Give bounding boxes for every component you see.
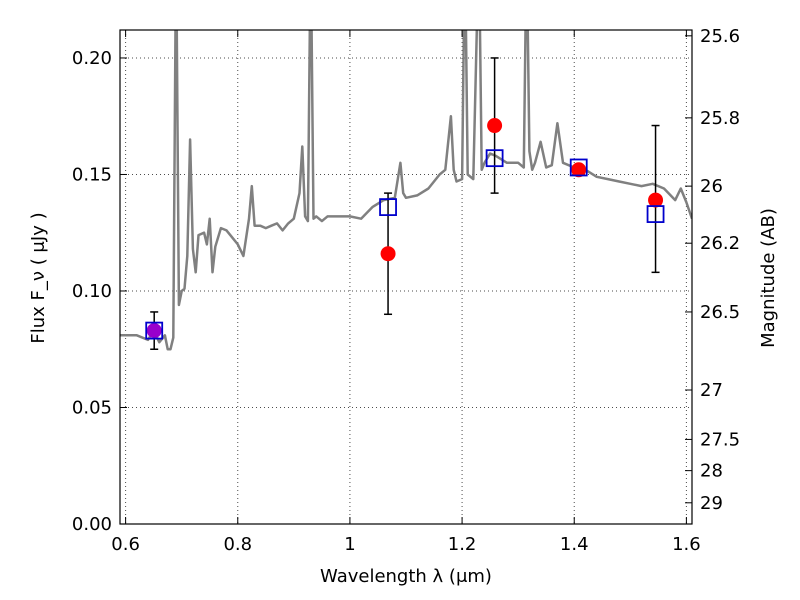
model-point <box>646 205 665 223</box>
plot-area <box>120 30 692 351</box>
x-tick-label: 1 <box>344 534 355 555</box>
magnitude-tick-label: 25.8 <box>700 108 740 129</box>
model-point <box>485 149 504 168</box>
magnitude-tick-label: 26 <box>700 176 723 197</box>
y-axis-right-label: Magnitude (AB) <box>758 208 779 348</box>
magnitude-tick-label: 26.2 <box>700 233 740 254</box>
axes <box>119 29 693 525</box>
model-point <box>569 158 588 177</box>
y-axis-label: Flux F_ν ( μJy ) <box>28 212 49 343</box>
observed-point <box>487 118 503 134</box>
model-point <box>379 198 397 216</box>
observed-point <box>380 246 396 262</box>
x-tick-label: 1.2 <box>448 534 477 555</box>
axes-frame <box>119 29 693 525</box>
y-tick-label: 0.20 <box>72 48 112 69</box>
magnitude-tick-label: 27 <box>700 380 723 401</box>
magnitude-tick-label: 25.6 <box>700 26 740 47</box>
x-tick-label: 1.6 <box>672 534 701 555</box>
observed-point <box>571 162 587 178</box>
observed-point <box>648 192 664 208</box>
magnitude-tick-label: 26.5 <box>700 302 740 323</box>
x-tick-label: 0.6 <box>111 534 140 555</box>
x-tick-label: 0.8 <box>223 534 252 555</box>
spectrum-line <box>120 30 692 351</box>
y-tick-label: 0.00 <box>72 514 112 535</box>
tick-labels: 0.6 0.8 1 1.2 1.4 1.6 0.00 0.05 0.10 0.15 0.20 25.6… <box>72 26 740 555</box>
y-tick-label: 0.05 <box>72 397 112 418</box>
magnitude-tick-label: 29 <box>700 493 723 514</box>
magnitude-tick-label: 28 <box>700 461 723 482</box>
x-axis-label: Wavelength λ (μm) <box>320 566 492 587</box>
y-tick-label: 0.15 <box>72 164 112 185</box>
y-tick-label: 0.10 <box>72 281 112 302</box>
magnitude-tick-label: 27.5 <box>700 429 740 450</box>
model-point <box>145 321 164 340</box>
x-tick-label: 1.4 <box>560 534 589 555</box>
observed-point <box>146 323 162 339</box>
